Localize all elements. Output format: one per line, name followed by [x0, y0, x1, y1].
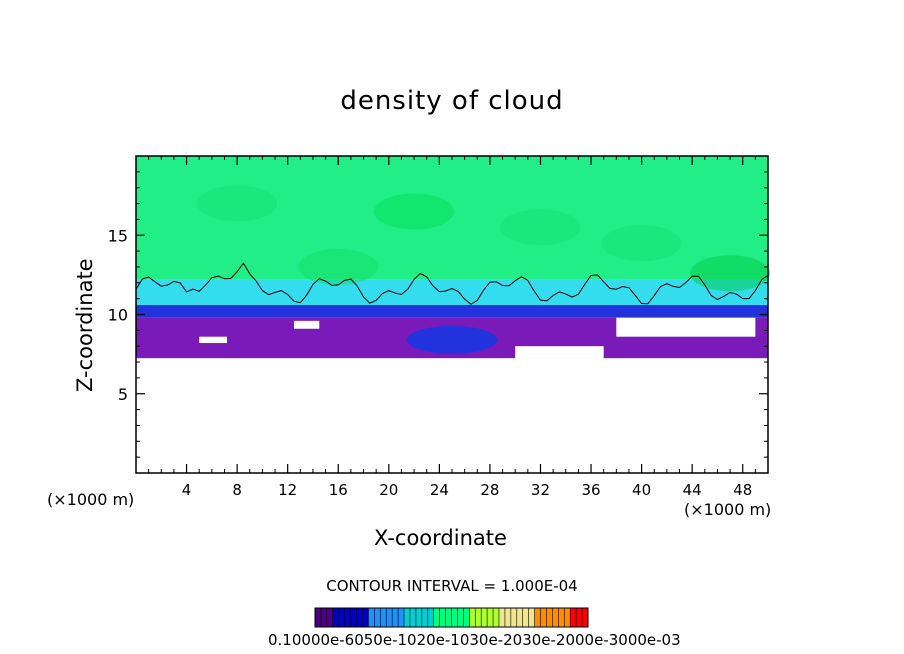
colorbar-cell [368, 608, 375, 627]
colorbar-cell [481, 608, 488, 627]
colorbar-cell [398, 608, 405, 627]
colorbar-cell [540, 608, 547, 627]
colorbar-cell [356, 608, 363, 627]
x-tick-label: 12 [278, 481, 297, 499]
colorbar-cell [576, 608, 583, 627]
x-tick-label: 28 [480, 481, 499, 499]
colorbar-cell [522, 608, 529, 627]
colorbar-cell [433, 608, 440, 627]
x-unit-label-right: (×1000 m) [684, 500, 772, 519]
cloud-swirl-4 [601, 225, 682, 262]
colorbar-cell [510, 608, 517, 627]
colorbar-cell [374, 608, 381, 627]
x-tick-label: 24 [430, 481, 449, 499]
colorbar-cell [392, 608, 399, 627]
colorbar-cell [344, 608, 351, 627]
colorbar-cell [445, 608, 452, 627]
colorbar-cell [552, 608, 559, 627]
colorbar-cell [386, 608, 393, 627]
colorbar-cell [570, 608, 577, 627]
y-tick-label: 5 [118, 385, 128, 404]
cloud-gap-2 [294, 320, 320, 329]
colorbar-cell [451, 608, 458, 627]
colorbar-cell [427, 608, 434, 627]
colorbar-cell [475, 608, 482, 627]
cloud-gap-1 [616, 317, 756, 337]
x-axis-label: X-coordinate [374, 526, 507, 550]
colorbar-cell [439, 608, 446, 627]
colorbar-cell [350, 608, 357, 627]
cloud-swirl-3 [500, 209, 581, 246]
colorbar-cell [582, 608, 588, 627]
x-tick-label: 40 [632, 481, 651, 499]
x-tick-label: 36 [581, 481, 600, 499]
x-unit-label-left: (×1000 m) [47, 490, 135, 509]
colorbar-tick-labels: 0.10000e-6050e-1020e-1030e-2030e-2000e-3… [268, 631, 681, 649]
cloud-layer-1 [136, 279, 768, 305]
contour-line [135, 262, 769, 305]
cloud-swirl-1 [298, 248, 379, 285]
cloud-bump [407, 325, 497, 354]
colorbar-cell [463, 608, 470, 627]
y-tick-label: 10 [108, 306, 128, 325]
x-tick-label: 32 [531, 481, 550, 499]
x-tick-label: 4 [182, 481, 192, 499]
colorbar-cell [320, 608, 327, 627]
colorbar-cell [457, 608, 464, 627]
cloud-swirl-0 [197, 185, 278, 222]
y-axis-label: Z-coordinate [73, 258, 97, 392]
colorbar-cell [516, 608, 523, 627]
colorbar-cell [558, 608, 565, 627]
contour-interval-label: CONTOUR INTERVAL = 1.000E-04 [326, 577, 578, 595]
x-tick-label: 44 [683, 481, 702, 499]
cloud-gap-3 [199, 336, 228, 344]
colorbar [314, 607, 589, 628]
colorbar-cell [315, 608, 321, 627]
chart-title: density of cloud [340, 86, 564, 116]
x-tick-label: 16 [329, 481, 348, 499]
colorbar-cell [487, 608, 494, 627]
colorbar-cell [415, 608, 422, 627]
colorbar-cell [493, 608, 499, 627]
colorbar-cell [546, 608, 553, 627]
plot-area [135, 156, 771, 473]
colorbar-cell [469, 608, 476, 627]
x-tick-label: 8 [232, 481, 242, 499]
colorbar-cell [504, 608, 511, 627]
colorbar-cell [326, 608, 333, 627]
colorbar-cell [528, 608, 535, 627]
colorbar-cell [409, 608, 416, 627]
colorbar-cell [564, 608, 571, 627]
cloud-gap-0 [136, 358, 768, 359]
cloud-swirl-2 [374, 193, 455, 230]
colorbar-cell [332, 608, 339, 627]
y-tick-label: 15 [108, 226, 128, 245]
colorbar-cell [534, 608, 541, 627]
colorbar-cell [338, 608, 345, 627]
cloud-swirl-5 [690, 255, 771, 292]
colorbar-cell [380, 608, 387, 627]
x-tick-label: 48 [733, 481, 752, 499]
x-tick-label: 20 [379, 481, 398, 499]
colorbar-cell [404, 608, 410, 627]
cloud-layer-2 [136, 304, 768, 318]
colorbar-cell [362, 608, 369, 627]
colorbar-frame [314, 607, 589, 628]
cloud-gap-4 [515, 346, 604, 359]
colorbar-cell [498, 608, 505, 627]
colorbar-cell [421, 608, 428, 627]
